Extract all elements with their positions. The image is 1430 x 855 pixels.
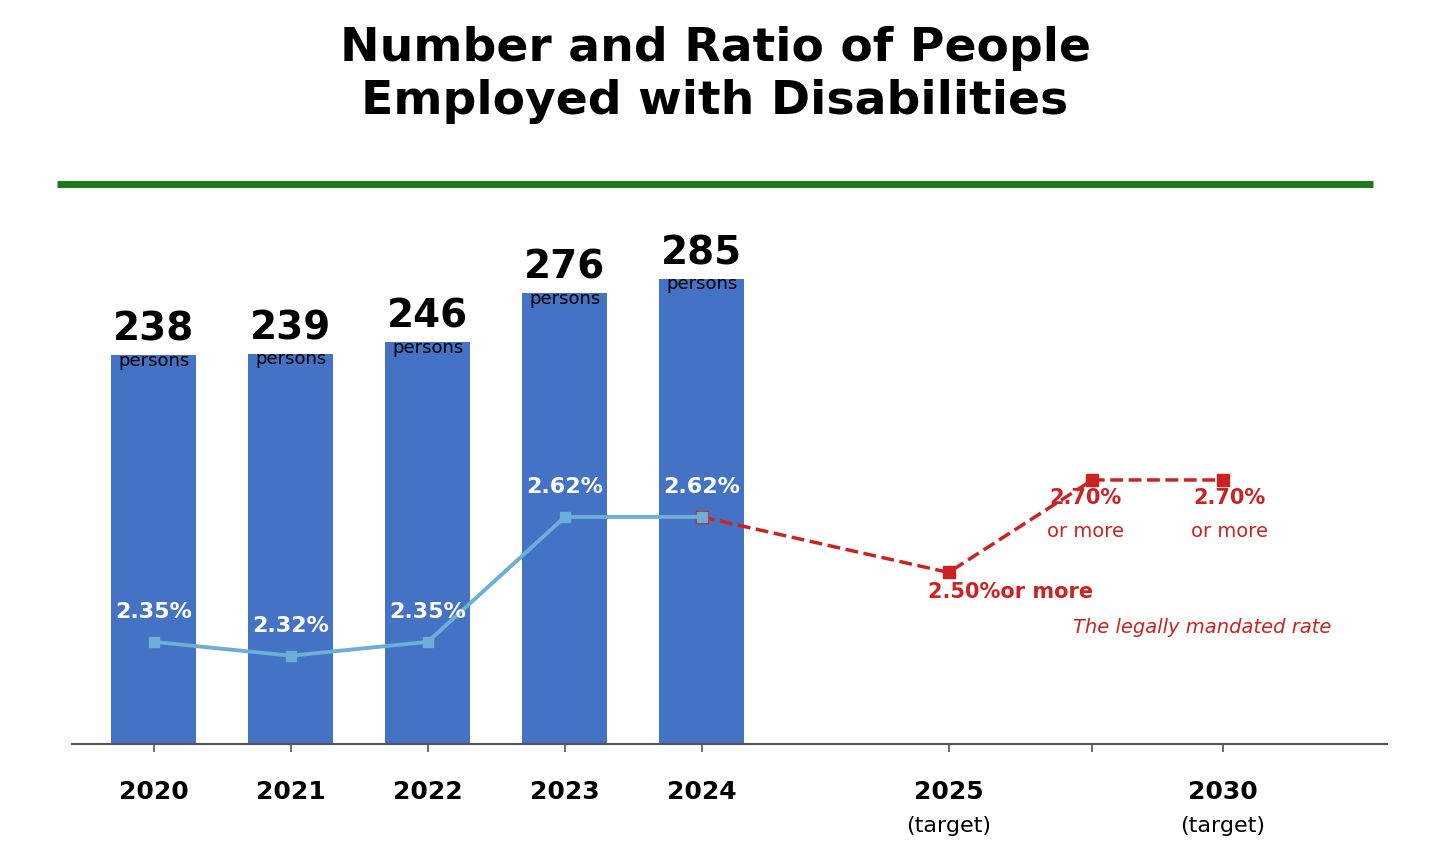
Text: 2.50%or more: 2.50%or more — [928, 582, 1093, 602]
Text: The legally mandated rate: The legally mandated rate — [1072, 618, 1331, 637]
Bar — [385, 342, 470, 744]
Text: 2024: 2024 — [666, 780, 736, 804]
Text: 2023: 2023 — [531, 780, 599, 804]
Text: 285: 285 — [661, 234, 742, 272]
Bar — [659, 279, 745, 744]
Text: 2.32%: 2.32% — [252, 616, 329, 636]
Text: persons: persons — [255, 351, 326, 369]
Text: (target): (target) — [907, 816, 991, 835]
Text: 2.35%: 2.35% — [116, 602, 192, 622]
Text: 2021: 2021 — [256, 780, 326, 804]
Bar — [522, 293, 608, 744]
Text: 246: 246 — [388, 298, 469, 336]
Text: persons: persons — [666, 275, 738, 293]
Text: persons: persons — [119, 352, 189, 370]
Bar — [249, 354, 333, 744]
Text: 2.35%: 2.35% — [389, 602, 466, 622]
Text: persons: persons — [529, 290, 601, 308]
Text: 238: 238 — [113, 311, 194, 349]
Text: 2025: 2025 — [914, 780, 984, 804]
Text: 276: 276 — [525, 249, 605, 286]
Text: or more: or more — [1191, 522, 1268, 541]
Text: or more: or more — [1047, 522, 1124, 541]
Bar — [112, 356, 196, 744]
Text: 2022: 2022 — [393, 780, 463, 804]
Text: 2.70%: 2.70% — [1194, 488, 1266, 508]
Text: Number and Ratio of People
Employed with Disabilities: Number and Ratio of People Employed with… — [339, 26, 1091, 124]
Text: 2.62%: 2.62% — [526, 477, 603, 498]
Text: 239: 239 — [250, 310, 332, 347]
Text: 2.62%: 2.62% — [664, 477, 741, 498]
Text: 2020: 2020 — [119, 780, 189, 804]
Text: 2030: 2030 — [1188, 780, 1257, 804]
Text: (target): (target) — [1180, 816, 1266, 835]
Text: 2.70%: 2.70% — [1050, 488, 1121, 508]
Text: persons: persons — [392, 339, 463, 357]
